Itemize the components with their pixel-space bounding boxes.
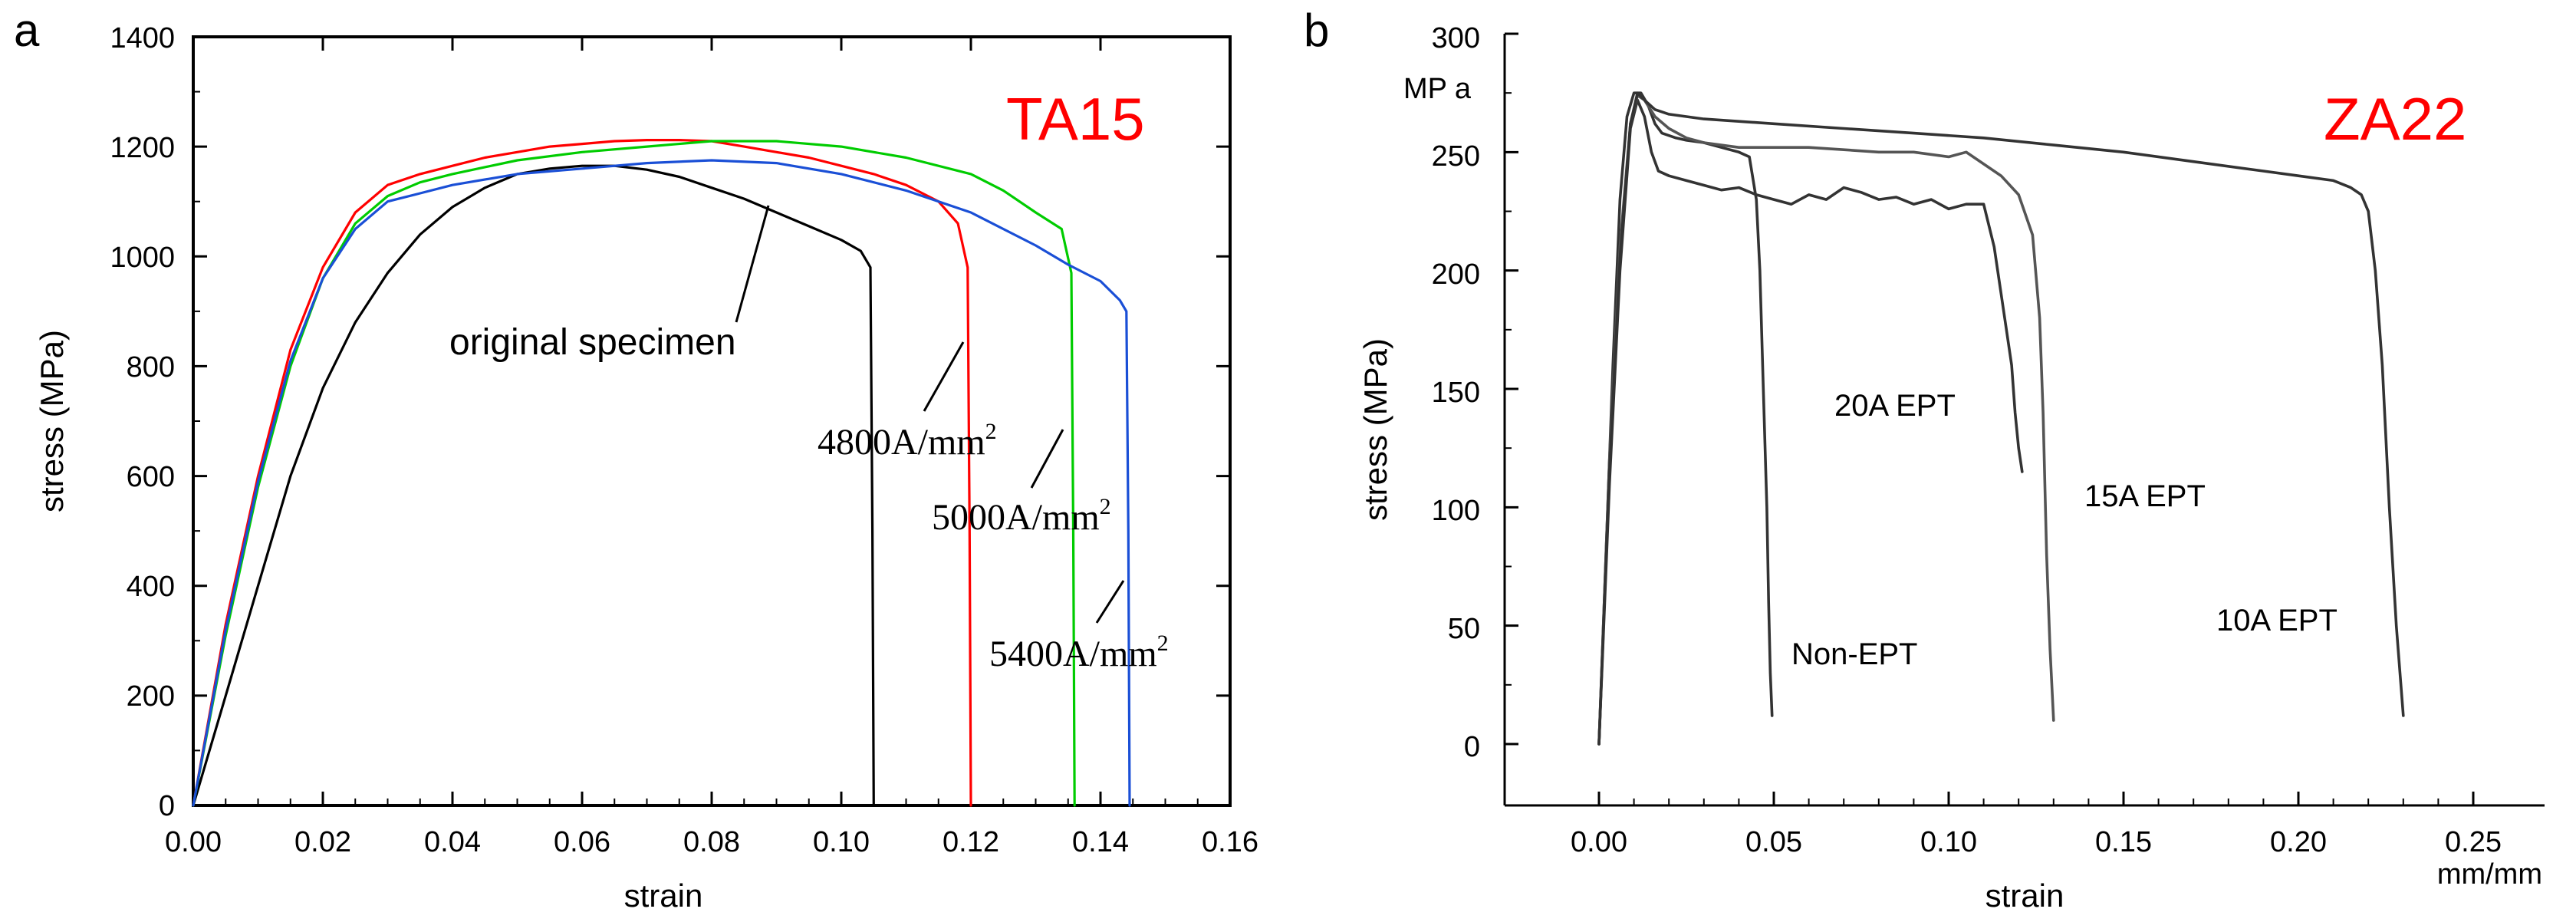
leader-line-original [735, 205, 770, 323]
panel-b-series [1597, 91, 2405, 746]
a-xtick-label: 0.12 [943, 826, 999, 858]
b-series-10a-ept [1597, 91, 2405, 746]
b-ytick-label: 300 [1432, 22, 1480, 54]
panel-b-y-unit: MP a [1403, 73, 1472, 105]
b-xtick-label: 0.15 [2095, 826, 2152, 858]
leader-line-5400 [1095, 580, 1125, 624]
panel-b-x-unit: mm/mm [2437, 858, 2542, 891]
a-xtick-label: 0.08 [683, 826, 740, 858]
panel-a-ytick-labels: 0 200 400 600 800 1000 1200 1400 [110, 22, 175, 822]
a-xtick-label: 0.06 [554, 826, 610, 858]
b-xtick-label: 0.00 [1571, 826, 1627, 858]
b-xtick-label: 0.10 [1920, 826, 1977, 858]
annotation-non-ept: Non-EPT [1791, 637, 1918, 671]
annotation-5400-text: 5400A/mm [989, 634, 1157, 674]
a-xtick-label: 0.02 [294, 826, 351, 858]
a-ytick-label: 1200 [110, 132, 175, 164]
annotation-4800-sup: 2 [985, 419, 997, 444]
a-xtick-label: 0.00 [165, 826, 222, 858]
annotation-4800: 4800A/mm2 [818, 419, 997, 463]
panel-a-x-axis-label: strain [624, 878, 703, 914]
panel-b: b 0 50 100 150 200 250 300 MP a 0.00 0.0… [1304, 5, 2545, 914]
a-series-original-specimen [192, 164, 875, 807]
annotation-5000: 5000A/mm2 [932, 494, 1111, 538]
panel-b-ticks [1505, 32, 2475, 805]
a-ytick-label: 0 [159, 790, 175, 822]
b-ytick-label: 250 [1432, 140, 1480, 173]
b-ytick-label: 50 [1448, 613, 1480, 645]
panel-a-y-axis-label: stress (MPa) [34, 330, 70, 512]
b-ytick-label: 150 [1432, 377, 1480, 409]
b-series-non-ept [1597, 91, 1774, 746]
a-xtick-label: 0.14 [1072, 826, 1129, 858]
a-xtick-label: 0.16 [1202, 826, 1258, 858]
b-xtick-label: 0.25 [2445, 826, 2502, 858]
leader-line-4800 [923, 341, 965, 412]
panel-b-label: b [1304, 5, 1329, 56]
annotation-5400-sup: 2 [1157, 631, 1169, 656]
annotation-15a-ept: 15A EPT [2084, 479, 2206, 513]
panel-a-material-label: TA15 [1006, 85, 1145, 153]
panel-a: a 0 200 400 600 800 1000 1200 1400 0.00 … [14, 5, 1258, 914]
a-ytick-label: 200 [127, 680, 175, 713]
a-ytick-label: 600 [127, 461, 175, 493]
a-xtick-label: 0.10 [813, 826, 870, 858]
annotation-5000-text: 5000A/mm [932, 497, 1100, 538]
a-series-5000a-mm2 [192, 140, 1076, 807]
annotation-4800-text: 4800A/mm [818, 422, 985, 463]
panel-b-xtick-labels: 0.00 0.05 0.10 0.15 0.20 0.25 [1571, 826, 2502, 858]
annotation-5000-sup: 2 [1100, 494, 1111, 519]
panel-a-xtick-labels: 0.00 0.02 0.04 0.06 0.08 0.10 0.12 0.14 … [165, 826, 1258, 858]
panel-b-x-axis-label: strain [1985, 878, 2064, 914]
b-series-20a-ept [1597, 98, 2024, 746]
annotation-5400: 5400A/mm2 [989, 631, 1169, 674]
panel-a-series [192, 139, 1131, 807]
a-series-4800a-mm2 [192, 139, 972, 807]
leader-line-5000 [1030, 429, 1064, 489]
b-ytick-label: 0 [1464, 731, 1480, 763]
annotation-original-specimen: original specimen [449, 322, 736, 363]
annotation-10a-ept: 10A EPT [2216, 604, 2337, 637]
a-series-5400a-mm2 [192, 159, 1131, 807]
panel-b-ytick-labels: 0 50 100 150 200 250 300 [1432, 22, 1480, 763]
a-ytick-label: 1400 [110, 22, 175, 54]
panel-a-label: a [14, 5, 40, 56]
a-ytick-label: 800 [127, 351, 175, 384]
b-ytick-label: 200 [1432, 258, 1480, 291]
panel-b-material-label: ZA22 [2324, 85, 2466, 153]
annotation-20a-ept: 20A EPT [1834, 389, 1956, 423]
a-ytick-label: 1000 [110, 242, 175, 274]
b-ytick-label: 100 [1432, 495, 1480, 527]
a-xtick-label: 0.04 [424, 826, 481, 858]
a-ytick-label: 400 [127, 571, 175, 603]
panel-b-y-axis-label: stress (MPa) [1357, 338, 1393, 521]
b-xtick-label: 0.05 [1745, 826, 1802, 858]
b-xtick-label: 0.20 [2270, 826, 2327, 858]
